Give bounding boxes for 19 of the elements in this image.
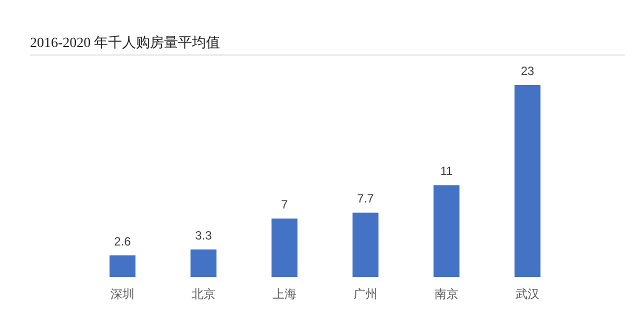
bar (514, 85, 540, 277)
x-tick-label: 南京 (434, 287, 458, 301)
bar (190, 249, 216, 277)
data-label: 11 (440, 164, 454, 178)
bar (434, 185, 460, 277)
bar (110, 255, 136, 277)
x-tick-label: 北京 (192, 287, 216, 301)
x-tick-label: 广州 (354, 287, 378, 301)
data-label: 7.7 (357, 192, 374, 206)
x-tick-label: 上海 (272, 287, 296, 301)
bar (352, 212, 378, 277)
data-label: 3.3 (195, 228, 212, 242)
data-label: 23 (520, 64, 534, 78)
data-label: 7 (281, 198, 288, 212)
x-tick-label: 武汉 (516, 287, 540, 301)
data-label: 2.6 (114, 234, 132, 248)
bar (272, 218, 298, 277)
x-tick-label: 深圳 (110, 287, 134, 301)
chart-title: 2016-2020 年千人购房量平均值 (30, 35, 220, 51)
